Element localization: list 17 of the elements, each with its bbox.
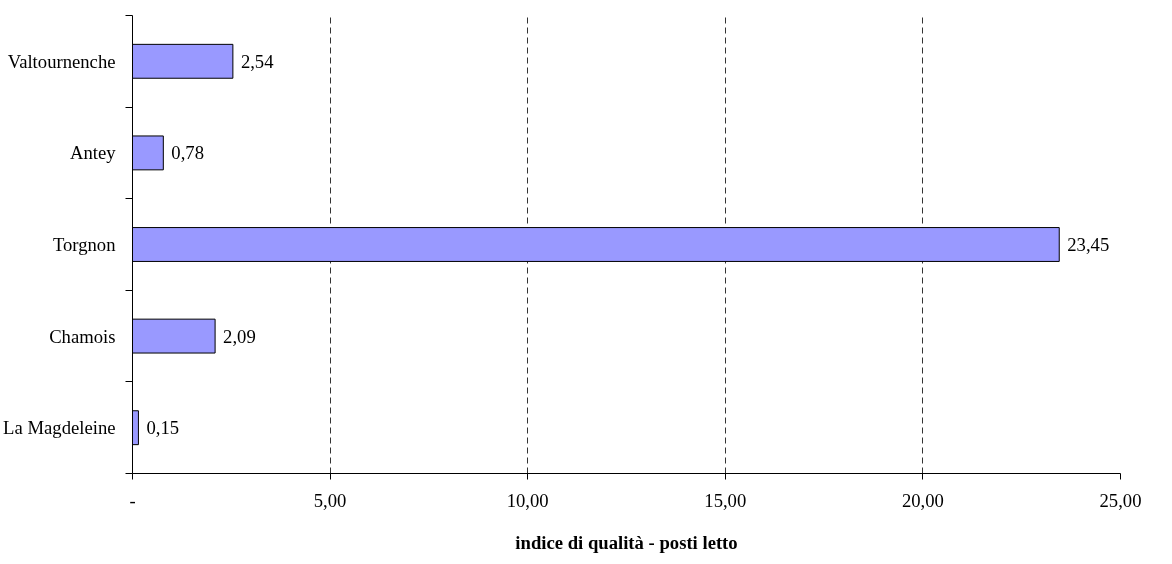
x-tick-label: 5,00 bbox=[313, 489, 347, 511]
y-tick-label: Torgnon bbox=[52, 234, 117, 255]
data-label: 0,78 bbox=[171, 142, 204, 164]
x-tick-label: 20,00 bbox=[901, 489, 944, 511]
y-tick-label: Valtournenche bbox=[7, 50, 116, 72]
data-label: 2,09 bbox=[223, 325, 256, 347]
data-label: 23,45 bbox=[1067, 234, 1110, 255]
x-tick-label: 10,00 bbox=[506, 489, 549, 511]
x-tick-label: 25,00 bbox=[1099, 489, 1142, 511]
x-axis-title: indice di qualità - posti letto bbox=[515, 531, 738, 553]
y-tick-label: La Magdeleine bbox=[3, 417, 116, 439]
y-tick-label: Chamois bbox=[49, 325, 116, 347]
data-label: 0,15 bbox=[146, 417, 180, 439]
data-label: 2,54 bbox=[240, 50, 275, 72]
y-tick-label: Antey bbox=[69, 142, 117, 164]
x-tick-label: 15,00 bbox=[704, 489, 747, 511]
x-tick-label: - bbox=[129, 489, 136, 511]
